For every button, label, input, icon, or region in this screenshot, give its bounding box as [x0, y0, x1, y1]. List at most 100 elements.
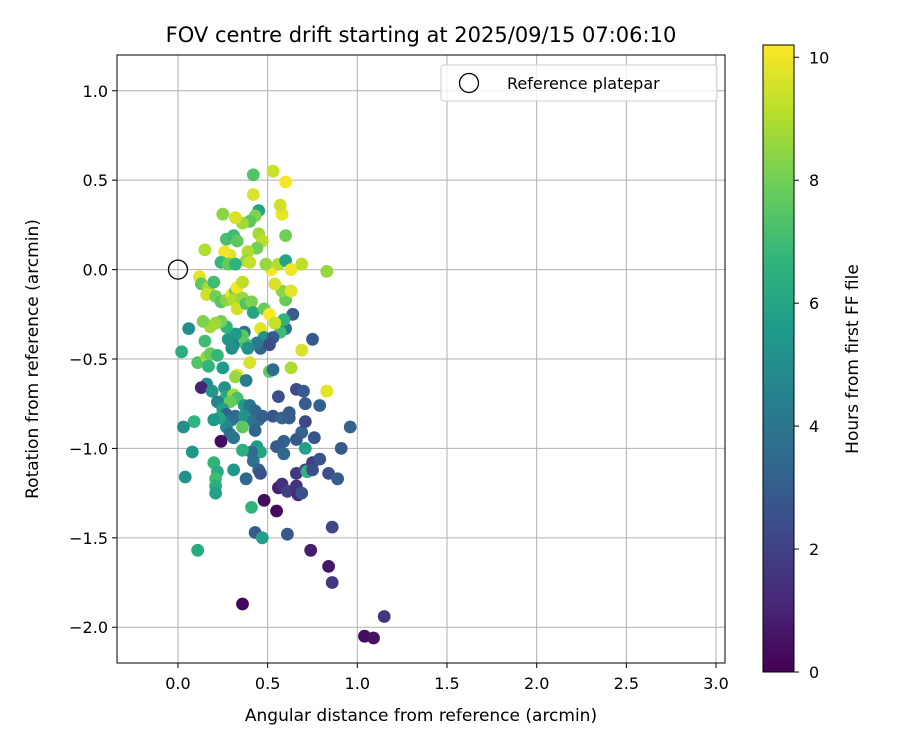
data-point — [207, 413, 221, 427]
chart-title: FOV centre drift starting at 2025/09/15 … — [166, 23, 677, 47]
data-point — [229, 409, 242, 423]
data-point — [229, 211, 242, 225]
data-point — [216, 207, 230, 221]
data-point — [298, 397, 312, 411]
data-point — [227, 431, 241, 445]
data-point — [202, 359, 215, 373]
reference-platepar-marker — [167, 259, 189, 280]
data-point — [216, 361, 230, 375]
data-point — [248, 424, 262, 437]
y-tick-label: 0.5 — [83, 171, 108, 190]
y-tick-label: −2.0 — [69, 618, 108, 637]
colorbar — [762, 44, 795, 673]
colorbar-tick-label: 4 — [809, 417, 819, 436]
x-tick-label: 0.0 — [165, 674, 190, 693]
data-point — [367, 631, 380, 645]
data-point — [304, 543, 318, 557]
data-point — [255, 409, 269, 423]
data-point — [239, 374, 253, 387]
data-point — [254, 467, 267, 480]
data-point — [239, 472, 253, 486]
data-point — [273, 198, 287, 212]
x-tick-label: 2.0 — [524, 674, 549, 693]
y-axis-label: Rotation from reference (arcmin) — [23, 219, 43, 499]
colorbar-tick-label: 10 — [809, 48, 829, 67]
data-point — [245, 295, 258, 309]
data-point — [295, 343, 309, 357]
data-point — [281, 527, 294, 541]
colorbar-tick-label: 6 — [809, 294, 819, 313]
data-point — [331, 472, 344, 486]
data-point — [295, 257, 309, 271]
data-point — [313, 399, 327, 412]
colorbar-label: Hours from first FF file — [843, 264, 863, 454]
data-point — [320, 384, 334, 398]
y-tick-label: −1.5 — [69, 529, 108, 548]
data-point — [320, 265, 334, 278]
data-point — [334, 442, 348, 455]
data-point — [284, 284, 298, 298]
data-point — [207, 275, 221, 289]
x-axis-ticks: 0.0 0.5 1.0 1.5 2.0 2.5 3.0 — [165, 663, 729, 693]
y-tick-label: −1.0 — [69, 439, 108, 458]
data-point — [198, 334, 212, 348]
data-point — [263, 338, 276, 352]
data-point — [209, 486, 223, 500]
data-point — [322, 560, 335, 573]
data-point — [282, 406, 296, 419]
colorbar-tick-label: 0 — [809, 663, 819, 682]
data-point — [177, 420, 190, 434]
data-point — [377, 610, 391, 623]
data-point — [229, 370, 242, 384]
data-point — [270, 504, 283, 518]
data-point — [229, 257, 242, 271]
data-point — [182, 322, 196, 335]
data-point — [266, 164, 280, 178]
data-point — [284, 263, 298, 276]
colorbar-tick-label: 8 — [809, 171, 819, 190]
data-point — [272, 390, 285, 403]
data-point — [227, 463, 241, 477]
data-point — [236, 443, 249, 457]
data-point — [306, 463, 319, 477]
data-point — [194, 381, 208, 394]
data-point — [297, 384, 310, 398]
y-tick-label: −0.5 — [69, 350, 108, 369]
colorbar-ticks: 0 2 4 6 8 10 — [794, 48, 829, 682]
y-tick-label: 1.0 — [83, 82, 108, 101]
legend: Reference platepar — [440, 64, 718, 102]
x-tick-label: 0.5 — [255, 674, 280, 693]
data-point — [196, 315, 210, 328]
x-tick-label: 2.5 — [614, 674, 639, 693]
data-point — [230, 234, 244, 248]
data-point — [277, 447, 291, 461]
data-point — [268, 316, 282, 330]
data-point — [295, 486, 309, 500]
y-tick-label: 0.0 — [83, 261, 108, 280]
data-point — [257, 493, 271, 507]
data-point — [306, 332, 319, 346]
data-point — [259, 257, 273, 271]
data-point — [187, 415, 201, 428]
data-point — [185, 445, 199, 459]
data-point — [246, 306, 260, 319]
data-point — [284, 361, 298, 375]
data-point — [211, 349, 224, 362]
data-point — [298, 442, 312, 455]
data-point — [243, 256, 257, 269]
data-point — [246, 188, 260, 201]
data-point — [225, 341, 239, 355]
data-point — [236, 597, 249, 611]
data-point — [175, 345, 189, 359]
data-point — [290, 433, 303, 446]
data-point — [236, 275, 249, 289]
data-point — [241, 341, 255, 355]
data-point — [343, 420, 357, 434]
data-point — [178, 470, 192, 484]
colorbar-tick-label: 2 — [809, 540, 819, 559]
data-point — [218, 245, 232, 259]
data-point — [279, 229, 292, 243]
data-point — [243, 356, 257, 369]
legend-box — [440, 64, 718, 102]
